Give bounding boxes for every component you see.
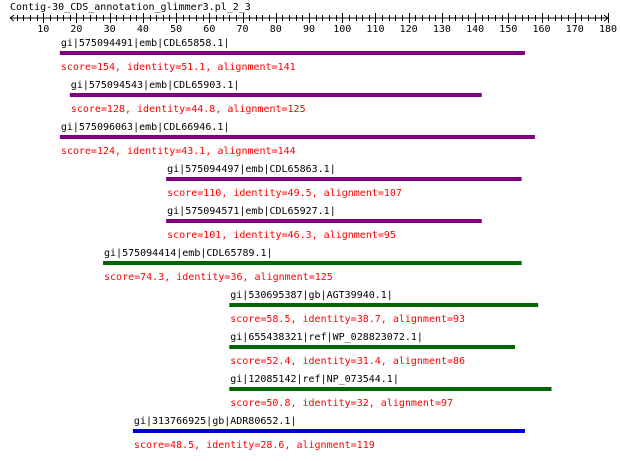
hit-row: gi|575094571|emb|CDL65927.1| score=101, i… xyxy=(166,206,482,241)
ruler-tick-label: 70 xyxy=(237,24,249,35)
hit-alignment-bar[interactable] xyxy=(59,51,525,55)
hit-row: gi|655438321|ref|WP_028823072.1| score=52… xyxy=(229,332,515,367)
hit-alignment-bar[interactable] xyxy=(132,429,525,433)
hit-accession-label[interactable]: gi|575094571|emb|CDL65927.1| xyxy=(167,206,336,217)
hit-alignment-bar[interactable] xyxy=(166,219,482,223)
ruler-right-arrow xyxy=(603,14,609,22)
ruler-tick-label: 110 xyxy=(366,24,384,35)
hit-list: gi|575094491|emb|CDL65858.1| score=154, i… xyxy=(59,38,552,451)
hit-accession-label[interactable]: gi|575096063|emb|CDL66946.1| xyxy=(61,122,230,133)
hit-alignment-bar[interactable] xyxy=(103,261,522,265)
ruler-tick-label: 80 xyxy=(270,24,282,35)
hit-score-label: score=128, identity=44.8, alignment=125 xyxy=(71,104,306,115)
hit-row: gi|530695387|gb|AGT39940.1| score=58.5, i… xyxy=(229,290,539,325)
hit-score-label: score=110, identity=49.5, alignment=107 xyxy=(167,188,402,199)
hit-row: gi|575094491|emb|CDL65858.1| score=154, i… xyxy=(59,38,525,73)
hit-row: gi|12085142|ref|NP_073544.1| score=50.8, … xyxy=(229,374,552,409)
hit-row: gi|313766925|gb|ADR80652.1| score=48.5, i… xyxy=(132,416,525,451)
coordinate-ruler: 10 20 30 40 50 60 70 80 90 100 110 120 130 140 150 160 1… xyxy=(9,13,617,35)
ruler-left-arrow xyxy=(9,14,15,22)
ruler-tick-label: 100 xyxy=(333,24,351,35)
ruler-tick-label: 170 xyxy=(566,24,584,35)
hit-row: gi|575094497|emb|CDL65863.1| score=110, i… xyxy=(166,164,522,199)
ruler-tick-label: 60 xyxy=(203,24,215,35)
hit-score-label: score=74.3, identity=36, alignment=125 xyxy=(104,272,333,283)
hit-row: gi|575094543|emb|CDL65903.1| score=128, i… xyxy=(69,80,482,115)
hit-accession-label[interactable]: gi|313766925|gb|ADR80652.1| xyxy=(134,416,297,427)
hit-score-label: score=101, identity=46.3, alignment=95 xyxy=(167,230,396,241)
hit-score-label: score=58.5, identity=38.7, alignment=93 xyxy=(230,314,465,325)
ruler-tick-label: 30 xyxy=(104,24,116,35)
ruler-tick-label: 20 xyxy=(70,24,82,35)
ruler-tick-label: 40 xyxy=(137,24,149,35)
ruler-tick-label: 160 xyxy=(533,24,551,35)
hit-alignment-bar[interactable] xyxy=(229,387,552,391)
hit-accession-label[interactable]: gi|575094414|emb|CDL65789.1| xyxy=(104,248,273,259)
hit-accession-label[interactable]: gi|575094491|emb|CDL65858.1| xyxy=(61,38,230,49)
figure-title: Contig-30_CDS_annotation_glimmer3.pl_2_3 xyxy=(10,2,251,13)
ruler-tick-label: 10 xyxy=(37,24,49,35)
hit-alignment-bar[interactable] xyxy=(229,345,515,349)
hit-score-label: score=52.4, identity=31.4, alignment=86 xyxy=(230,356,465,367)
hit-score-label: score=50.8, identity=32, alignment=97 xyxy=(230,398,453,409)
hit-accession-label[interactable]: gi|575094497|emb|CDL65863.1| xyxy=(167,164,336,175)
hit-alignment-bar[interactable] xyxy=(166,177,522,181)
hit-alignment-bar[interactable] xyxy=(59,135,535,139)
ruler-tick-label: 120 xyxy=(400,24,418,35)
hit-accession-label[interactable]: gi|575094543|emb|CDL65903.1| xyxy=(71,80,240,91)
ruler-tick-label: 90 xyxy=(303,24,315,35)
hit-score-label: score=154, identity=51.1, alignment=141 xyxy=(61,62,296,73)
ruler-tick-label: 50 xyxy=(170,24,182,35)
hit-alignment-bar[interactable] xyxy=(229,303,539,307)
ruler-tick-label: 130 xyxy=(433,24,451,35)
hit-row: gi|575096063|emb|CDL66946.1| score=124, i… xyxy=(59,122,535,157)
hit-accession-label[interactable]: gi|530695387|gb|AGT39940.1| xyxy=(230,290,393,301)
hit-row: gi|575094414|emb|CDL65789.1| score=74.3, … xyxy=(103,248,522,283)
hit-score-label: score=124, identity=43.1, alignment=144 xyxy=(61,146,296,157)
hit-alignment-bar[interactable] xyxy=(69,93,482,97)
ruler-tick-label: 180 xyxy=(599,24,617,35)
ruler-tick-label: 150 xyxy=(499,24,517,35)
hit-score-label: score=48.5, identity=28.6, alignment=119 xyxy=(134,440,375,451)
hit-accession-label[interactable]: gi|12085142|ref|NP_073544.1| xyxy=(230,374,399,385)
ruler-tick-label: 140 xyxy=(466,24,484,35)
hit-accession-label[interactable]: gi|655438321|ref|WP_028823072.1| xyxy=(230,332,423,343)
